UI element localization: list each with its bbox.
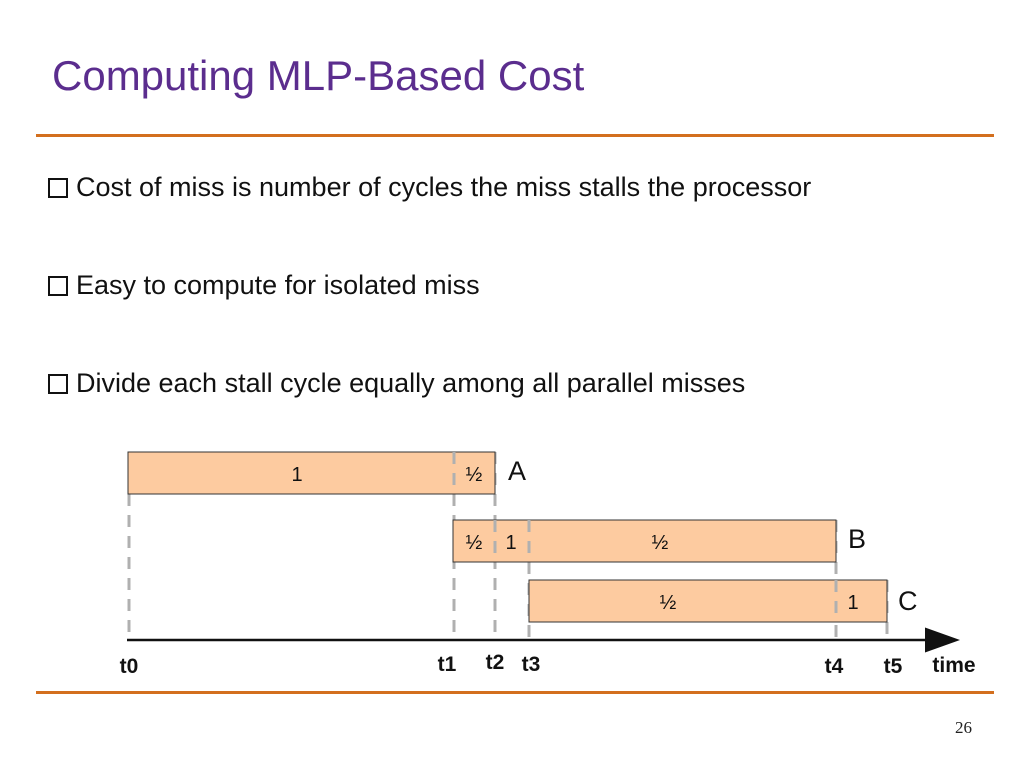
bullet-text: Divide each stall cycle equally among al… [76,368,746,398]
bullet-item: Cost of miss is number of cycles the mis… [48,172,811,203]
bullet-item: Divide each stall cycle equally among al… [48,368,745,399]
bullet-item: Easy to compute for isolated miss [48,270,480,301]
miss-c-segment-label: 1 [847,592,858,614]
miss-c-bar [528,579,888,623]
time-axis-label: time [932,654,975,677]
checkbox-bullet-icon [48,373,68,394]
footer-divider [36,691,994,694]
miss-b-segment-label: ½ [652,532,669,554]
slide-title: Computing MLP-Based Cost [52,52,585,99]
miss-a-bar [127,451,496,495]
checkbox-bullet-icon [48,177,68,198]
miss-c-label: C [898,586,918,616]
title-divider [36,134,994,137]
miss-a-label: A [508,456,526,486]
t3-label: t3 [522,653,541,676]
t4-label: t4 [825,655,844,678]
bullet-text: Easy to compute for isolated miss [76,270,480,300]
miss-a-segment-label: 1 [291,464,302,486]
miss-a-segment-label: ½ [466,464,483,486]
miss-b-label: B [848,524,866,554]
t5-label: t5 [884,655,903,678]
checkbox-bullet-icon [48,275,68,296]
miss-b-segment-label: ½ [466,532,483,554]
miss-c-segment-label: ½ [660,592,677,614]
bullet-text: Cost of miss is number of cycles the mis… [76,172,812,202]
t0-label: t0 [120,655,139,678]
miss-b-segment-label: 1 [505,532,516,554]
page-number: 26 [955,718,972,737]
miss-b-bar [452,519,837,563]
t1-label: t1 [438,653,457,676]
t2-label: t2 [486,651,505,674]
